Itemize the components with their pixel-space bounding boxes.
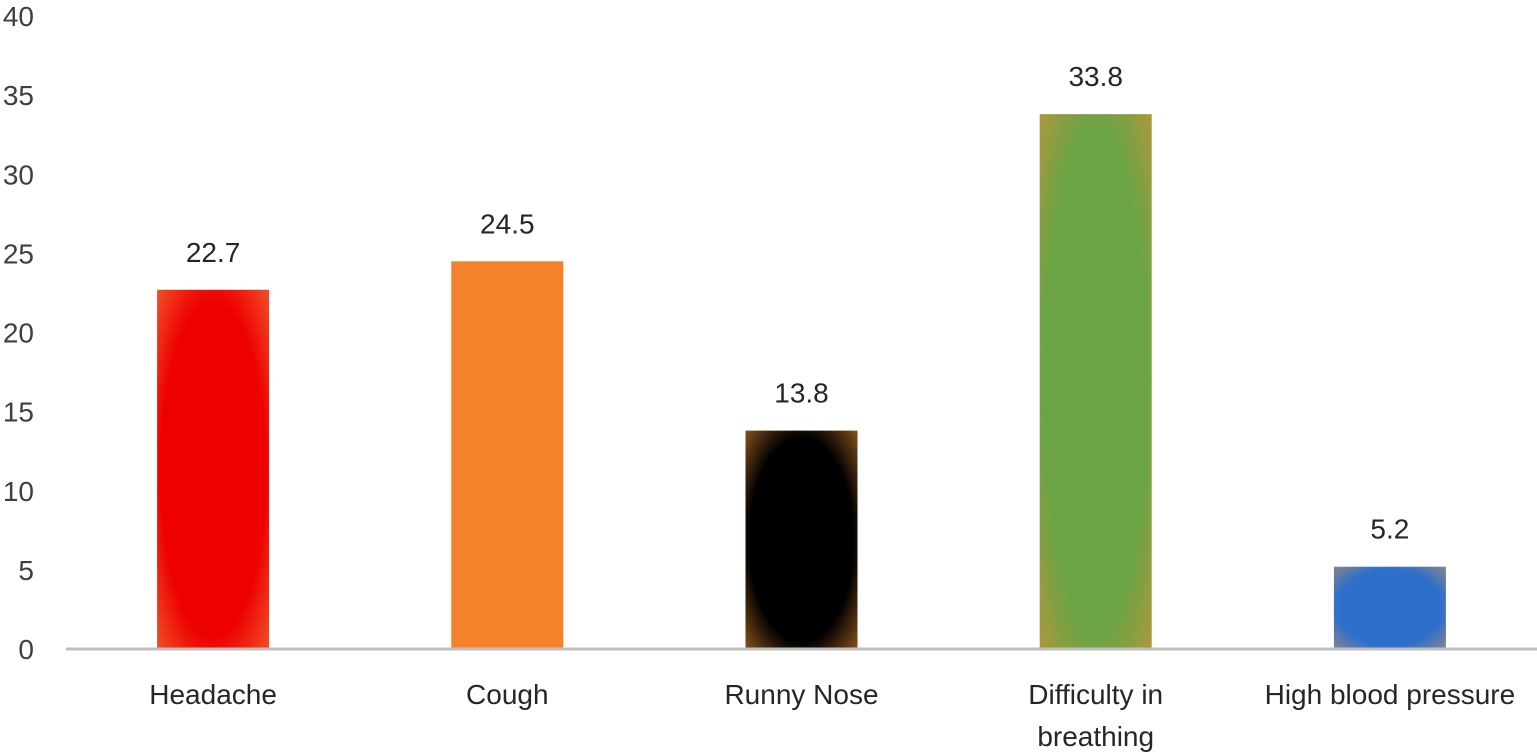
y-tick-label: 30 [3,159,34,190]
x-tick-label-line: Cough [466,679,549,710]
x-tick-label: Difficulty in breathing [1028,679,1163,752]
y-tick-label: 20 [3,318,34,349]
y-tick-label: 0 [18,634,34,665]
x-tick-label: Headache [149,679,277,710]
data-label: 22.7 [186,237,241,268]
category-labels: Headache Cough Runny Nose Difficulty in brea… [149,679,1515,752]
y-tick-label: 5 [18,555,34,586]
bar-high-blood-pressure [1333,566,1446,649]
y-axis-ticks: 0 5 10 15 20 25 30 35 40 [3,1,34,665]
data-label: 13.8 [774,378,829,409]
y-tick-label: 35 [3,80,34,111]
x-tick-label: Runny Nose [724,679,878,710]
bar-cough [451,261,564,649]
bars [157,114,1446,650]
bar-runny-nose [745,430,858,649]
x-tick-label-line: breathing [1037,721,1154,752]
x-tick-label-line: Headache [149,679,277,710]
bar-difficulty-in-breathing [1039,114,1152,650]
x-tick-label-line: Runny Nose [724,679,878,710]
data-label: 33.8 [1068,61,1123,92]
x-tick-label: Cough [466,679,549,710]
data-label: 5.2 [1370,514,1409,545]
y-tick-label: 25 [3,238,34,269]
x-tick-label: High blood pressure [1265,679,1516,710]
data-label: 24.5 [480,208,535,239]
y-tick-label: 15 [3,397,34,428]
y-tick-label: 40 [3,1,34,32]
x-tick-label-line: High blood pressure [1265,679,1516,710]
x-tick-label-line: Difficulty in [1028,679,1163,710]
data-labels: 22.7 24.5 13.8 33.8 5.2 [186,61,1410,545]
bar-headache [157,289,270,649]
y-tick-label: 10 [3,476,34,507]
